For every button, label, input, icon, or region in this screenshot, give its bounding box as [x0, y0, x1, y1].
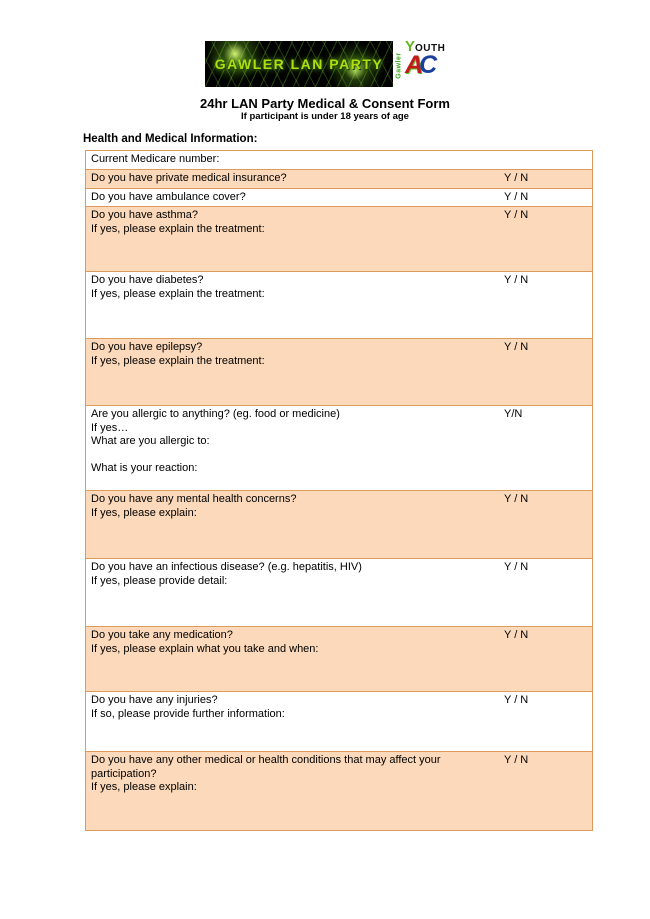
question-cell: Do you have any mental health concerns? …: [91, 493, 297, 519]
answer-cell: Y / N: [504, 561, 529, 573]
table-row-asthma: Do you have asthma? If yes, please expla…: [86, 207, 592, 272]
table-row-infectious-disease: Do you have an infectious disease? (e.g.…: [86, 559, 592, 627]
answer-cell: Y / N: [504, 493, 529, 505]
question-cell: Do you have ambulance cover?: [91, 190, 246, 203]
logo-row: GAWLER LAN PARTY Gawler YOUTH AC: [0, 38, 650, 92]
answer-cell: Y / N: [504, 190, 529, 203]
answer-cell: Y / N: [504, 274, 529, 286]
medical-table: Current Medicare number: Do you have pri…: [85, 150, 593, 831]
section-heading: Health and Medical Information:: [83, 133, 258, 145]
answer-cell: Y / N: [504, 209, 529, 221]
answer-cell: Y / N: [504, 694, 529, 706]
table-row-medication: Do you take any medication? If yes, plea…: [86, 627, 592, 692]
table-row-allergies: Are you allergic to anything? (eg. food …: [86, 406, 592, 491]
answer-cell: Y / N: [504, 754, 529, 766]
question-cell: Do you have private medical insurance?: [91, 172, 287, 184]
table-row-ambulance-cover: Do you have ambulance cover? Y / N: [86, 189, 592, 207]
form-title: 24hr LAN Party Medical & Consent Form: [200, 96, 450, 111]
answer-cell: Y / N: [504, 629, 529, 641]
question-cell: Are you allergic to anything? (eg. food …: [91, 408, 340, 474]
ac-logo-c: C: [419, 51, 438, 79]
answer-cell: [504, 151, 592, 155]
form-subtitle: If participant is under 18 years of age: [241, 111, 409, 122]
laser-beams-graphic: [205, 41, 393, 87]
question-cell: Do you have diabetes? If yes, please exp…: [91, 274, 265, 300]
table-row-private-insurance: Do you have private medical insurance? Y…: [86, 170, 592, 189]
table-row-diabetes: Do you have diabetes? If yes, please exp…: [86, 272, 592, 339]
question-cell: Do you have an infectious disease? (e.g.…: [91, 561, 362, 587]
youth-ac-logo: Gawler YOUTH AC: [395, 38, 445, 92]
ac-logo-letters: AC: [405, 51, 445, 79]
question-cell: Do you have epilepsy? If yes, please exp…: [91, 341, 265, 367]
question-cell: Do you take any medication? If yes, plea…: [91, 629, 319, 655]
lan-party-logo-text: GAWLER LAN PARTY: [214, 56, 384, 72]
answer-cell: Y / N: [504, 172, 529, 184]
youth-logo-outh: OUTH: [415, 43, 446, 54]
youth-logo-y: Y: [405, 38, 416, 55]
table-row-other-conditions: Do you have any other medical or health …: [86, 752, 592, 830]
youth-logo-wordmark: YOUTH: [405, 38, 446, 56]
gawler-vertical-text: Gawler: [395, 52, 403, 79]
table-row-medicare-number: Current Medicare number:: [86, 151, 592, 170]
question-cell: Do you have any injuries? If so, please …: [91, 694, 285, 720]
answer-cell: Y / N: [504, 341, 529, 353]
answer-cell: Y/N: [504, 408, 523, 420]
ac-logo-a: A: [405, 51, 424, 79]
table-row-injuries: Do you have any injuries? If so, please …: [86, 692, 592, 752]
table-row-mental-health: Do you have any mental health concerns? …: [86, 491, 592, 559]
question-cell: Do you have any other medical or health …: [91, 754, 441, 793]
lan-party-logo: GAWLER LAN PARTY: [205, 41, 393, 87]
question-cell: Current Medicare number:: [91, 153, 220, 165]
table-row-epilepsy: Do you have epilepsy? If yes, please exp…: [86, 339, 592, 406]
question-cell: Do you have asthma? If yes, please expla…: [91, 209, 265, 235]
